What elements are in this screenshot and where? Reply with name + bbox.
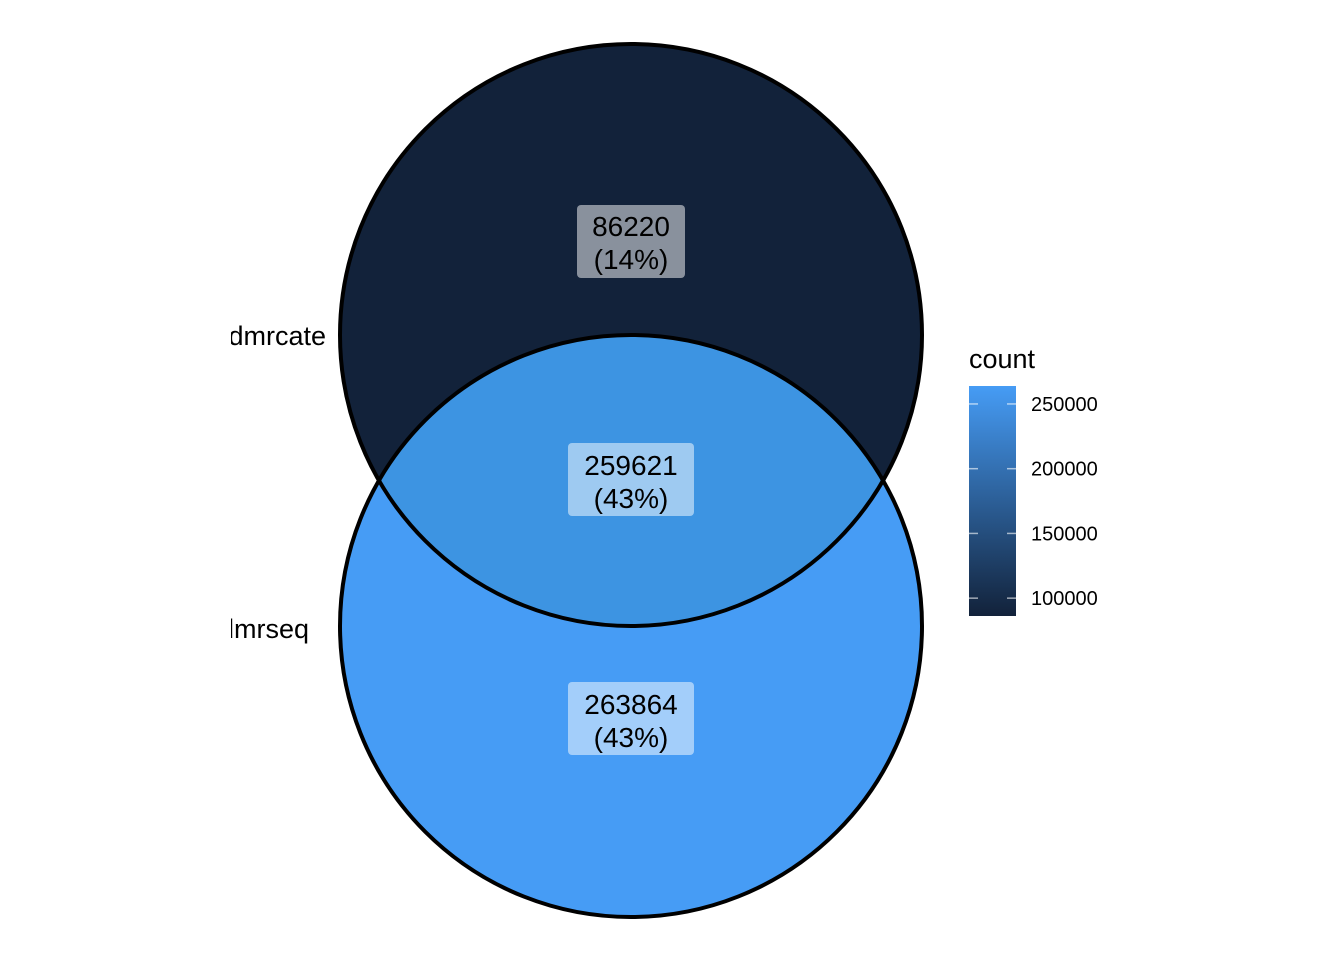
region-percent: (43%) bbox=[594, 483, 669, 514]
set-label-dmrseq: dmrseq bbox=[219, 614, 309, 644]
region-label-dmrcate-only: 86220 (14%) bbox=[577, 205, 685, 278]
legend-tick-label: 150000 bbox=[1031, 523, 1098, 545]
dmrcate-circle-outline bbox=[338, 42, 924, 628]
set-label-dmrcate: dmrcate bbox=[228, 321, 326, 351]
overlap-region bbox=[340, 335, 922, 626]
legend-tick-label: 200000 bbox=[1031, 459, 1098, 481]
legend: count 250000 200000 150000 100000 bbox=[969, 344, 1098, 616]
label-box bbox=[568, 443, 694, 516]
region-count: 259621 bbox=[584, 450, 677, 481]
region-percent: (43%) bbox=[594, 722, 669, 753]
legend-title: count bbox=[969, 344, 1036, 374]
region-count: 263864 bbox=[584, 689, 677, 720]
dmrseq-circle-outline bbox=[338, 333, 924, 919]
region-count: 86220 bbox=[592, 211, 670, 242]
left-crop-mask bbox=[0, 300, 231, 670]
legend-tick-label: 100000 bbox=[1031, 588, 1098, 610]
region-percent: (14%) bbox=[594, 244, 669, 275]
label-box bbox=[568, 682, 694, 755]
region-label-both: 259621 (43%) bbox=[568, 443, 694, 516]
label-box bbox=[577, 205, 685, 278]
region-label-dmrseq-only: 263864 (43%) bbox=[568, 682, 694, 755]
legend-ticks: 250000 200000 150000 100000 bbox=[969, 394, 1098, 610]
legend-tick-label: 250000 bbox=[1031, 394, 1098, 416]
legend-colorbar bbox=[969, 386, 1016, 616]
